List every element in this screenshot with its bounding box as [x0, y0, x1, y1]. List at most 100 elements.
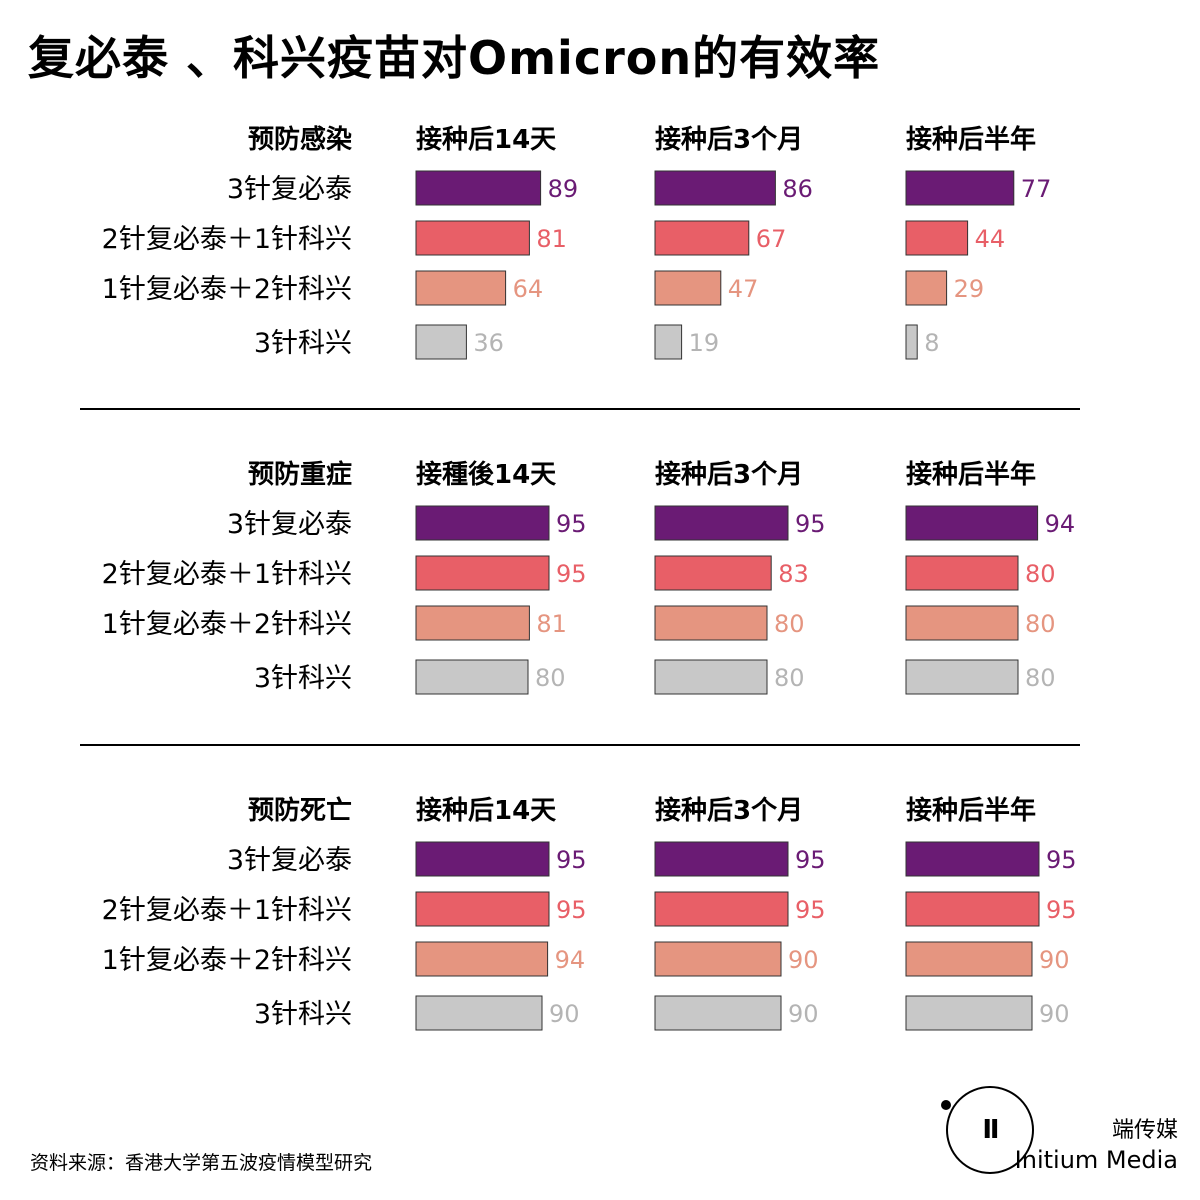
data-label: 90: [549, 1000, 580, 1028]
bar: [415, 605, 530, 641]
panel-title: 接种后半年: [906, 459, 1036, 490]
bar: [905, 605, 1019, 641]
chart-title: 复必泰 、科兴疫苗对Omicron的有效率: [28, 31, 881, 85]
panel-title: 接种后3个月: [655, 796, 803, 826]
category-label: 1针复必泰＋2针科兴: [102, 274, 352, 305]
data-label: 86: [782, 175, 813, 203]
bar: [654, 505, 789, 541]
data-label: 80: [535, 664, 566, 692]
data-label: 95: [1046, 896, 1077, 924]
bar: [654, 170, 776, 206]
category-label: 1针复必泰＋2针科兴: [102, 945, 352, 976]
data-label: 90: [788, 946, 819, 974]
bar: [415, 941, 549, 977]
category-label: 3针科兴: [254, 328, 352, 359]
data-label: 94: [555, 946, 586, 974]
bar: [905, 891, 1040, 927]
data-label: 8: [924, 329, 939, 357]
bar: [415, 324, 467, 360]
data-label: 80: [1025, 560, 1056, 588]
data-label: 80: [1025, 610, 1056, 638]
data-label: 89: [548, 175, 579, 203]
category-label: 1针复必泰＋2针科兴: [102, 609, 352, 640]
brand-name-cn: 端传媒: [1111, 1118, 1178, 1143]
bar: [905, 220, 969, 256]
data-label: 47: [728, 275, 759, 303]
bar: [415, 891, 550, 927]
data-label: 29: [954, 275, 985, 303]
data-label: 95: [556, 846, 587, 874]
bar: [654, 941, 782, 977]
category-label: 3针科兴: [254, 999, 352, 1030]
data-label: 67: [756, 225, 787, 253]
category-label: 2针复必泰＋1针科兴: [102, 895, 352, 926]
data-label: 95: [556, 560, 587, 588]
data-label: 36: [473, 329, 504, 357]
data-label: 90: [1039, 946, 1070, 974]
bar: [415, 170, 542, 206]
bar: [415, 270, 507, 306]
panel-title: 接种后半年: [906, 124, 1036, 155]
panel-title: 接種後14天: [416, 459, 556, 490]
bar: [415, 555, 550, 591]
bar: [905, 841, 1040, 877]
bar: [905, 324, 918, 360]
data-label: 95: [795, 846, 826, 874]
data-label: 95: [1046, 846, 1077, 874]
panel-title: 接种后14天: [416, 796, 556, 826]
section-title: 预防死亡: [248, 795, 352, 826]
bar: [415, 841, 550, 877]
bar: [654, 270, 722, 306]
bar: [654, 324, 683, 360]
bar: [905, 505, 1039, 541]
data-label: 44: [975, 225, 1006, 253]
panel-title: 接种后3个月: [655, 125, 803, 155]
logo-dot-icon: [941, 1100, 951, 1110]
data-label: 80: [774, 664, 805, 692]
initium-logo: Ⅱ: [941, 1086, 1034, 1174]
data-label: 90: [788, 1000, 819, 1028]
source-note: 资料来源：香港大学第五波疫情模型研究: [30, 1152, 373, 1174]
bar: [415, 995, 543, 1031]
bar: [905, 170, 1015, 206]
data-label: 77: [1021, 175, 1052, 203]
bar: [415, 659, 529, 695]
bar: [654, 891, 789, 927]
category-label: 3针科兴: [254, 663, 352, 694]
data-label: 64: [513, 275, 544, 303]
data-label: 95: [556, 510, 587, 538]
data-label: 80: [774, 610, 805, 638]
category-label: 2针复必泰＋1针科兴: [102, 559, 352, 590]
bar: [654, 841, 789, 877]
category-label: 3针复必泰: [227, 845, 352, 876]
section-title: 预防重症: [248, 459, 352, 490]
bar: [654, 605, 768, 641]
logo-mark-icon: Ⅱ: [982, 1115, 999, 1145]
bar: [905, 270, 948, 306]
bar: [905, 555, 1019, 591]
bar: [905, 995, 1033, 1031]
data-label: 90: [1039, 1000, 1070, 1028]
data-label: 95: [795, 896, 826, 924]
panel-title: 接种后3个月: [655, 460, 803, 490]
data-label: 95: [556, 896, 587, 924]
category-label: 3针复必泰: [227, 174, 352, 205]
bar: [654, 555, 772, 591]
data-label: 94: [1045, 510, 1076, 538]
data-label: 81: [536, 610, 567, 638]
category-label: 3针复必泰: [227, 509, 352, 540]
section-title: 预防感染: [248, 125, 352, 155]
bar: [654, 995, 782, 1031]
panel-title: 接种后14天: [416, 125, 556, 155]
data-label: 95: [795, 510, 826, 538]
data-label: 83: [778, 560, 809, 588]
data-label: 80: [1025, 664, 1056, 692]
bar: [415, 505, 550, 541]
bar: [905, 659, 1019, 695]
bar: [654, 659, 768, 695]
bar: [415, 220, 530, 256]
bar: [654, 220, 750, 256]
bar: [905, 941, 1033, 977]
data-label: 19: [689, 329, 720, 357]
